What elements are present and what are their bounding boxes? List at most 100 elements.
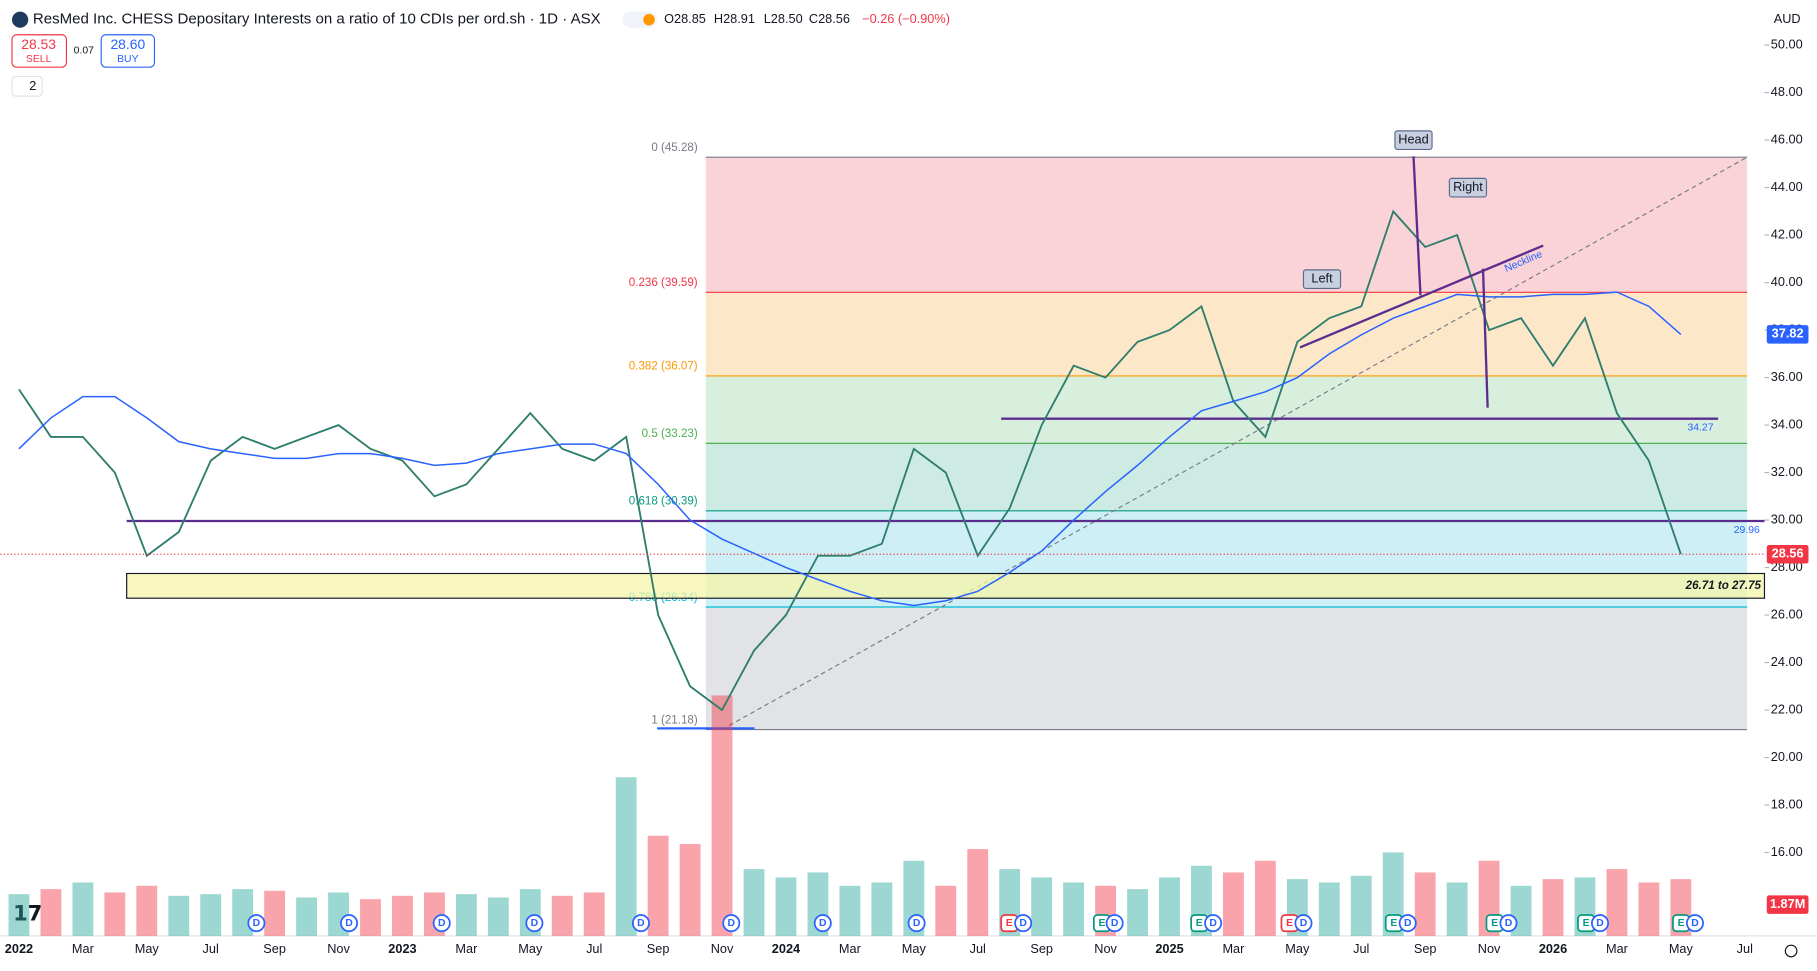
- x-tick-label: Mar: [455, 941, 478, 956]
- y-tick-label: 50.00: [1771, 36, 1803, 51]
- dividend-marker: [907, 914, 926, 933]
- x-tick-label: May: [1669, 941, 1694, 956]
- y-tick-label: 44.00: [1771, 179, 1803, 194]
- price-tag-box: [1766, 544, 1809, 564]
- x-tick-label: Jul: [586, 941, 602, 956]
- indicator-toggle[interactable]: [11, 75, 43, 97]
- currency: AUD: [1774, 11, 1801, 26]
- volume-bar: [551, 895, 573, 936]
- volume-bar: [487, 897, 509, 936]
- x-tick-label: Mar: [1222, 941, 1245, 956]
- event-label: D: [1596, 918, 1604, 929]
- buy-price: 28.60: [110, 36, 145, 52]
- sell-price: 28.53: [21, 36, 56, 52]
- support-zone: [126, 572, 1766, 599]
- y-tick-label: 18.00: [1771, 796, 1803, 811]
- dividend-marker: [1685, 914, 1704, 933]
- x-tick-label: Sep: [1030, 941, 1053, 956]
- logo: [11, 11, 29, 28]
- volume-bar: [1638, 882, 1660, 936]
- pattern-label-box: [1302, 269, 1342, 289]
- fib-zone: [705, 157, 1748, 293]
- dividend-marker: [1204, 914, 1223, 933]
- y-tick-label: 20.00: [1771, 749, 1803, 764]
- event-label: D: [345, 918, 353, 929]
- event-label: D: [1019, 918, 1027, 929]
- moving-average: [18, 291, 1682, 607]
- pattern-line: [1412, 156, 1422, 296]
- fib-label: 0.236 (39.59): [629, 277, 698, 289]
- event-label: D: [1691, 918, 1699, 929]
- volume-tag-box: [1766, 895, 1809, 914]
- x-tick-label: Nov: [711, 941, 734, 956]
- volume-bar: [1222, 872, 1244, 936]
- x-tick-label: May: [518, 941, 543, 956]
- sell-label: SELL: [26, 54, 52, 65]
- pattern-label-box: [1394, 130, 1433, 150]
- dividend-marker: [1398, 914, 1417, 933]
- x-tick-label: Mar: [1606, 941, 1629, 956]
- dividend-marker: [1014, 914, 1033, 933]
- sell-button[interactable]: [11, 34, 68, 68]
- fib-zone: [705, 606, 1748, 730]
- event-label: E: [1390, 918, 1397, 929]
- level-label: 29.96: [1734, 525, 1760, 536]
- dividend-marker: [722, 914, 741, 933]
- volume-bar: [1542, 879, 1564, 936]
- fib-zone: [705, 375, 1748, 444]
- volume-bar: [200, 894, 222, 936]
- ohlc-open: O28.85: [664, 11, 706, 26]
- pattern-label-box: [1448, 177, 1488, 198]
- volume-bar: [775, 877, 797, 936]
- spread: 0.07: [74, 46, 94, 57]
- buy-button[interactable]: [100, 34, 156, 68]
- volume-bar: [839, 885, 861, 936]
- volume-bar: [296, 897, 318, 936]
- dividend-marker: [1294, 914, 1313, 933]
- volume-bar: [647, 835, 669, 936]
- status-dot: [643, 13, 655, 26]
- event-label: D: [1505, 918, 1513, 929]
- fib-label: 0.382 (36.07): [629, 361, 698, 373]
- volume-bar: [967, 849, 989, 936]
- event-label: D: [1111, 918, 1119, 929]
- pattern-line: [1299, 244, 1544, 349]
- y-tick-label: 16.00: [1771, 844, 1803, 859]
- ma-tag: 37.82: [1772, 326, 1804, 341]
- volume-bar: [1350, 875, 1372, 936]
- x-tick-label: Jul: [203, 941, 219, 956]
- x-tick-label: Mar: [839, 941, 862, 956]
- event-label: D: [1209, 918, 1217, 929]
- y-tick-label: 48.00: [1771, 84, 1803, 99]
- fib-zone: [705, 443, 1748, 511]
- x-tick-label: 2024: [772, 941, 801, 956]
- volume-bar: [935, 885, 957, 936]
- fib-label: 0 (45.28): [651, 142, 697, 154]
- fib-label: 1 (21.18): [651, 714, 697, 726]
- y-tick-label: 46.00: [1771, 131, 1803, 146]
- x-tick-label: Nov: [1094, 941, 1117, 956]
- dividend-marker: [525, 914, 544, 933]
- settings-icon[interactable]: [1784, 944, 1798, 958]
- x-tick-label: Nov: [327, 941, 350, 956]
- volume-bar: [1159, 877, 1180, 936]
- fib-label: 0.5 (33.23): [642, 428, 698, 440]
- volume-bar: [392, 895, 413, 936]
- y-tick-label: 24.00: [1771, 654, 1803, 669]
- volume-bar: [360, 899, 381, 936]
- ma-tag-box: [1766, 325, 1809, 344]
- volume-bar: [1063, 882, 1085, 936]
- x-tick-label: Sep: [647, 941, 670, 956]
- volume-bar: [1414, 872, 1436, 936]
- volume-bar: [40, 889, 62, 936]
- volume-bar: [871, 882, 893, 936]
- x-tick-label: May: [902, 941, 927, 956]
- zone-label: 26.71 to 27.75: [1685, 580, 1762, 592]
- x-tick-label: Nov: [1478, 941, 1501, 956]
- event-label: D: [819, 918, 827, 929]
- x-tick-label: Jul: [1737, 941, 1753, 956]
- dividend-marker: [432, 914, 451, 933]
- y-tick-label: 26.00: [1771, 606, 1803, 621]
- price-line: [18, 209, 1682, 712]
- volume-bar: [583, 892, 605, 936]
